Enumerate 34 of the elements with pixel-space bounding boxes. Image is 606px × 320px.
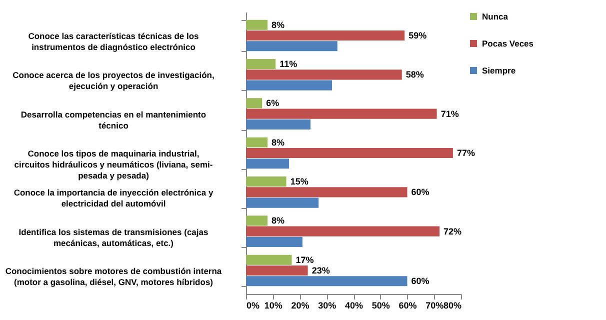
data-label: 77% — [456, 148, 475, 158]
data-label: 23% — [312, 266, 330, 276]
legend-label: Nunca — [482, 12, 508, 22]
legend-label: Siempre — [482, 66, 516, 76]
x-tick-label: 10% — [264, 300, 282, 310]
data-label: 6% — [266, 98, 280, 108]
x-tick-label: 70% — [426, 300, 444, 310]
data-label: 11% — [280, 59, 298, 70]
data-label: 71% — [440, 108, 459, 119]
data-label: 15% — [290, 176, 308, 187]
x-tick-label: 0% — [246, 300, 260, 310]
x-tick-label: 80% — [443, 300, 462, 310]
data-label: 58% — [406, 70, 424, 80]
x-tick-label: 60% — [398, 300, 417, 310]
data-label: 8% — [272, 137, 285, 148]
y-tick-label: Conoce acerca de los proyectos de investigación, ejecución y operación — [12, 70, 214, 92]
x-tick-label: 20% — [291, 300, 310, 310]
data-label: 17% — [296, 254, 314, 265]
legend-label: Pocas Veces — [482, 38, 534, 48]
x-tick-label: 30% — [318, 300, 336, 310]
y-tick-label: Conoce los tipos de maquinaria industrial, circuitos hidráulicos y neumáticos (liviana, semi- pesada y pesada) — [14, 148, 213, 180]
x-tick-label: 40% — [344, 300, 364, 310]
y-tick-label: Conocimientos sobre motores de combustión interna (motor a gasolina, diésel, GNV, motores híbridos) — [5, 266, 222, 287]
y-tick-label: Desarrolla competencias en el mantenimiento técnico — [20, 109, 206, 130]
x-tick-label: 50% — [372, 300, 390, 310]
data-label: 72% — [444, 226, 462, 236]
y-tick-label: Identifica los sistemas de transmisiones (cajas mecánicas, automáticas, etc.) — [18, 226, 208, 248]
data-label: 60% — [411, 187, 430, 198]
data-label: 59% — [408, 30, 427, 40]
y-tick-label: Conoce las características técnicas de los instrumentos de diagnóstico electrónico — [28, 31, 200, 52]
data-label: 60% — [411, 276, 430, 286]
y-tick-label: Conoce la importancia de inyección electrónica y electricidad del automóvil — [14, 188, 214, 209]
data-label: 8% — [272, 216, 285, 226]
data-label: 8% — [272, 20, 285, 30]
